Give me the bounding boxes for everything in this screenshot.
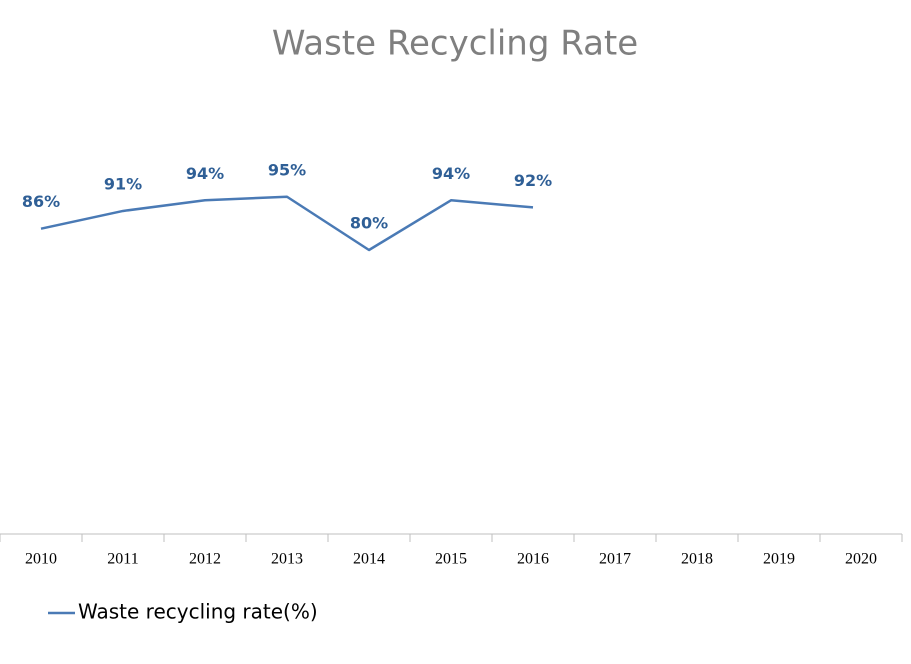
data-label: 86% [22,192,60,211]
data-label: 80% [350,214,388,233]
legend-label: Waste recycling rate(%) [78,600,318,624]
data-label: 94% [432,164,470,183]
data-label: 94% [186,164,224,183]
x-tick-label: 2019 [763,551,795,568]
chart-title: Waste Recycling Rate [272,24,638,64]
x-tick-label: 2018 [681,551,713,568]
x-tick-label: 2011 [107,551,138,568]
x-tick-label: 2014 [353,551,385,568]
x-tick-label: 2020 [845,551,877,568]
x-tick-label: 2017 [599,551,631,568]
x-tick-label: 2013 [271,551,303,568]
data-line [40,195,534,252]
x-tick-label: 2010 [25,551,57,568]
x-tick-label: 2012 [189,551,221,568]
x-tick-label: 2015 [435,551,467,568]
data-label: 92% [514,171,552,190]
data-label: 91% [104,174,142,193]
data-label: 95% [268,160,306,179]
x-tick-label: 2016 [517,551,549,568]
